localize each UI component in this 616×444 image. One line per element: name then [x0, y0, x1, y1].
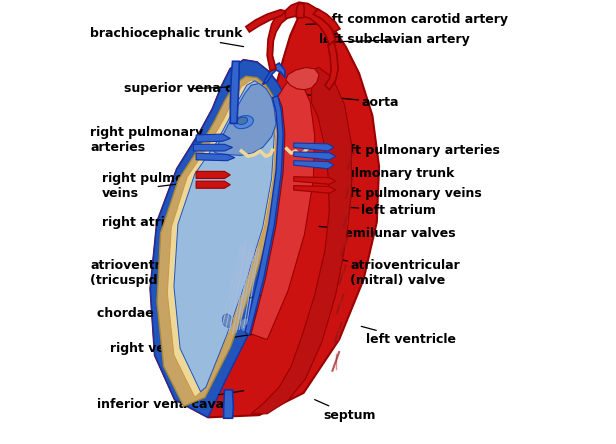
- Text: right pulmonary
veins: right pulmonary veins: [102, 172, 215, 201]
- Polygon shape: [157, 76, 279, 406]
- Polygon shape: [286, 67, 319, 90]
- Polygon shape: [168, 80, 276, 397]
- Text: left subclavian artery: left subclavian artery: [319, 33, 470, 47]
- Text: left common carotid artery: left common carotid artery: [306, 13, 508, 27]
- Polygon shape: [294, 161, 334, 169]
- Polygon shape: [296, 4, 304, 18]
- Text: left pulmonary veins: left pulmonary veins: [328, 186, 482, 200]
- Polygon shape: [214, 83, 276, 155]
- Polygon shape: [193, 144, 232, 151]
- Text: aorta: aorta: [290, 93, 399, 109]
- Polygon shape: [262, 63, 285, 84]
- Polygon shape: [251, 76, 315, 340]
- Polygon shape: [314, 9, 340, 32]
- Polygon shape: [230, 61, 239, 123]
- Text: chordae tendineae: chordae tendineae: [97, 295, 264, 320]
- Polygon shape: [196, 171, 230, 178]
- Text: atrioventricular
(mitral) valve: atrioventricular (mitral) valve: [341, 259, 460, 287]
- Text: left ventricle: left ventricle: [361, 326, 456, 346]
- Text: pulmonary trunk: pulmonary trunk: [308, 166, 454, 180]
- Polygon shape: [294, 186, 336, 193]
- Polygon shape: [251, 67, 352, 414]
- Polygon shape: [224, 390, 233, 418]
- Polygon shape: [285, 2, 336, 45]
- Polygon shape: [196, 181, 230, 188]
- Text: septum: septum: [315, 400, 376, 422]
- Polygon shape: [196, 153, 235, 161]
- Polygon shape: [196, 134, 230, 142]
- Text: superior vena cava: superior vena cava: [124, 82, 257, 95]
- Text: right ventricle: right ventricle: [110, 333, 261, 355]
- Polygon shape: [267, 11, 286, 71]
- Polygon shape: [325, 41, 338, 90]
- Text: right pulmonary
arteries: right pulmonary arteries: [91, 126, 213, 154]
- Text: left pulmonary arteries: left pulmonary arteries: [328, 144, 500, 158]
- Ellipse shape: [237, 117, 248, 124]
- Text: atrioventricular
(tricuspid) valve: atrioventricular (tricuspid) valve: [91, 259, 259, 287]
- Polygon shape: [294, 177, 336, 184]
- Text: semilunar valves: semilunar valves: [319, 226, 455, 240]
- Polygon shape: [294, 152, 336, 160]
- Ellipse shape: [234, 115, 253, 129]
- Text: inferior vena cava: inferior vena cava: [97, 391, 243, 411]
- Polygon shape: [246, 10, 286, 32]
- Polygon shape: [245, 96, 283, 335]
- Text: right atrium: right atrium: [102, 211, 246, 229]
- Polygon shape: [294, 143, 334, 151]
- Ellipse shape: [240, 318, 250, 332]
- Text: left atrium: left atrium: [337, 204, 436, 218]
- Polygon shape: [150, 11, 379, 417]
- Polygon shape: [150, 60, 290, 417]
- Text: brachiocephalic trunk: brachiocephalic trunk: [91, 27, 243, 47]
- Ellipse shape: [222, 314, 232, 327]
- Polygon shape: [174, 81, 274, 392]
